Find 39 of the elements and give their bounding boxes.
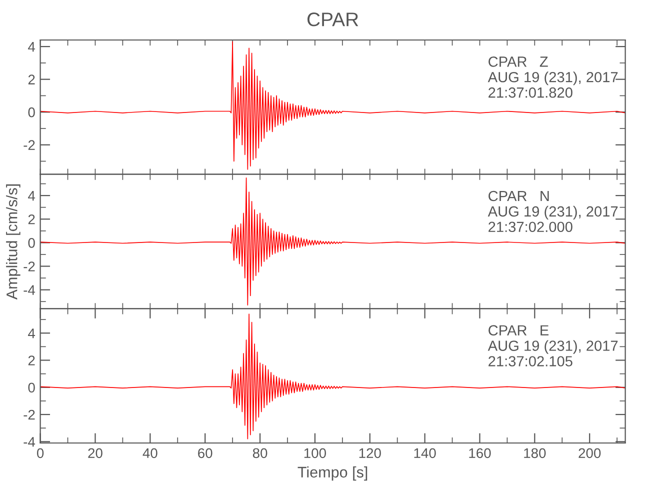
x-tick-label: 180 [524, 448, 546, 458]
annotation: 21:37:01.820 [488, 87, 572, 98]
y-tick-label: -4 [24, 285, 36, 295]
y-tick-label: 2 [28, 214, 35, 224]
y-tick-label: 0 [28, 107, 35, 118]
annotation: 21:37:02.000 [488, 222, 572, 232]
y-tick-label: -2 [24, 140, 35, 150]
y-tick-label: -4 [24, 437, 36, 447]
y-axis-title: Amplitud [cm/s/s] [6, 184, 20, 300]
y-tick-label: 0 [28, 382, 35, 393]
y-tick-label: -2 [24, 410, 35, 420]
y-tick-label: 4 [28, 191, 36, 201]
x-tick-label: 40 [142, 448, 158, 458]
x-tick-label: 100 [304, 448, 326, 458]
annotation: AUG 19 (231), 2017 [488, 340, 618, 354]
x-tick-label: 140 [414, 448, 436, 458]
annotation: AUG 19 (231), 2017 [488, 206, 618, 220]
y-tick-label: 4 [28, 328, 36, 338]
x-tick-label: 60 [198, 448, 212, 458]
annotation: CPAR Z [488, 56, 548, 67]
line-series [40, 177, 626, 306]
annotation: 21:37:02.105 [488, 356, 572, 366]
y-tick-label: 2 [28, 356, 35, 366]
x-tick-label: 160 [469, 448, 491, 458]
x-tick-label: 0 [36, 448, 44, 458]
x-tick-label: 80 [252, 448, 268, 458]
x-tick-label: 120 [359, 448, 381, 458]
annotation: AUG 19 (231), 2017 [488, 72, 618, 86]
annotation: CPAR N [488, 190, 549, 202]
x-axis-title: Tiempo [s] [298, 466, 368, 481]
x-tick-label: 20 [88, 448, 102, 458]
chart-title: CPAR [307, 12, 358, 26]
y-tick-label: 4 [28, 42, 36, 52]
line-series [40, 314, 626, 440]
y-tick-label: -2 [24, 262, 35, 272]
y-tick-label: 0 [28, 238, 35, 248]
annotation: CPAR E [488, 325, 549, 336]
x-tick-label: 200 [578, 448, 601, 458]
y-tick-label: 2 [28, 74, 35, 84]
